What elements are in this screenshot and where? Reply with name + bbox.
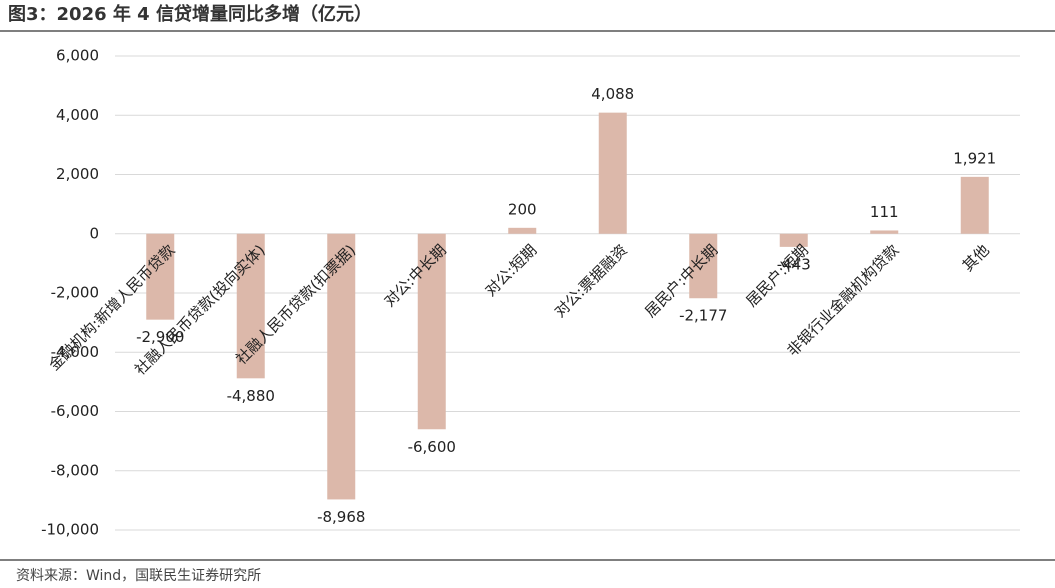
bar — [598, 112, 627, 234]
y-tick-label: 2,000 — [56, 165, 99, 183]
bar — [960, 176, 989, 234]
y-tick-label: -6,000 — [51, 402, 99, 420]
value-label: -2,177 — [679, 307, 727, 325]
value-label: -8,968 — [317, 508, 365, 526]
value-label: -443 — [777, 255, 811, 273]
bar — [327, 233, 356, 500]
bar — [417, 233, 446, 430]
value-label: 111 — [870, 203, 899, 221]
x-tick-label: 对公:票据融资 — [551, 241, 631, 321]
value-label: -6,600 — [408, 438, 456, 456]
y-tick-label: 0 — [89, 224, 99, 242]
chart-title: 图3：2026 年 4 信贷增量同比多增（亿元） — [8, 3, 372, 25]
value-label: -2,900 — [136, 328, 184, 346]
y-tick-label: 6,000 — [56, 47, 99, 65]
value-label: -4,880 — [227, 387, 275, 405]
bar — [236, 233, 265, 379]
bar — [689, 233, 718, 299]
bar — [146, 233, 175, 320]
y-tick-label: -10,000 — [41, 521, 99, 539]
bar — [779, 233, 808, 247]
bar — [508, 227, 537, 234]
value-label: 1,921 — [953, 149, 996, 167]
x-tick-label: 居民户:短期 — [742, 241, 811, 310]
source: 资料来源：Wind，国联民生证券研究所 — [16, 568, 261, 584]
x-tick-label: 其他 — [959, 241, 993, 275]
x-tick-label: 对公:短期 — [482, 241, 541, 300]
y-tick-label: -4,000 — [51, 343, 99, 361]
bar — [870, 230, 899, 234]
value-label: 4,088 — [591, 85, 634, 103]
y-tick-label: 4,000 — [56, 106, 99, 124]
value-label: 200 — [508, 200, 537, 218]
y-tick-label: -8,000 — [51, 461, 99, 479]
y-tick-label: -2,000 — [51, 284, 99, 302]
